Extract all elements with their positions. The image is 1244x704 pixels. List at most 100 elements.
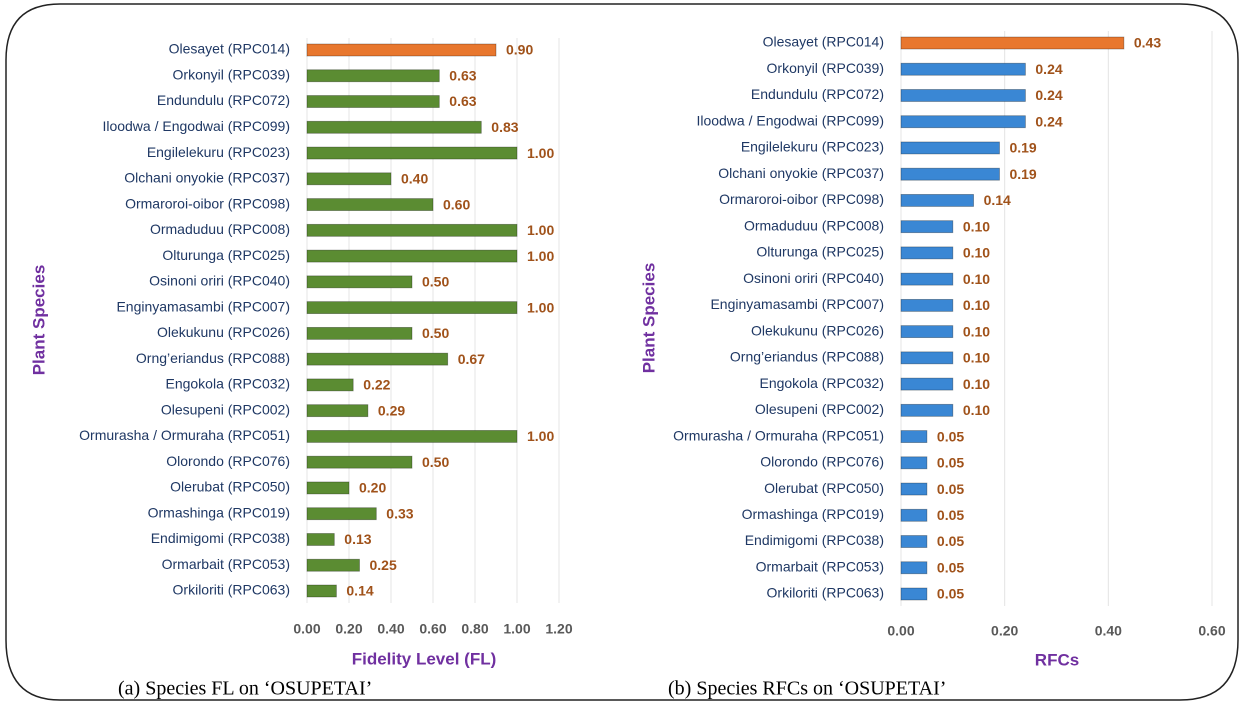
bar — [900, 561, 928, 575]
value-label: 0.90 — [506, 42, 533, 58]
value-label: 0.10 — [963, 271, 990, 287]
x-tick-label: 0.00 — [887, 623, 914, 639]
category-label: Engilelekuru (RPC023) — [147, 144, 290, 160]
bar — [900, 36, 1125, 50]
value-label: 0.20 — [359, 480, 386, 496]
bar — [306, 378, 354, 392]
bar — [900, 115, 1026, 129]
bar — [900, 246, 954, 260]
category-label: Olesayet (RPC014) — [763, 34, 884, 50]
bar — [306, 146, 518, 160]
category-label: Olekukunu (RPC026) — [157, 324, 290, 340]
category-label: Ormaduduu (RPC008) — [744, 217, 884, 233]
bar — [306, 172, 392, 186]
value-label: 0.05 — [937, 586, 964, 602]
x-tick-label: 0.20 — [335, 621, 362, 637]
value-label: 0.50 — [422, 274, 449, 290]
category-label: Ormaroroi-oibor (RPC098) — [125, 195, 290, 211]
bar — [306, 326, 413, 340]
bar — [900, 377, 954, 391]
value-label: 0.05 — [937, 428, 964, 444]
value-label: 0.24 — [1035, 113, 1062, 129]
value-label: 0.24 — [1035, 87, 1062, 103]
category-label: Osinoni oriri (RPC040) — [149, 273, 290, 289]
y-axis-title: Plant Species — [639, 263, 658, 374]
x-tick-label: 0.60 — [1198, 623, 1225, 639]
bar — [306, 584, 337, 598]
value-label: 1.00 — [527, 222, 554, 238]
value-label: 0.29 — [378, 402, 405, 418]
value-label: 0.10 — [963, 323, 990, 339]
category-label: Orkiloriti (RPC063) — [767, 585, 884, 601]
value-label: 0.13 — [344, 531, 371, 547]
category-label: Olerubat (RPC050) — [764, 480, 884, 496]
bar — [900, 141, 1000, 155]
x-tick-label: 0.20 — [991, 623, 1018, 639]
value-label: 0.19 — [1009, 140, 1036, 156]
value-label: 0.50 — [422, 325, 449, 341]
value-label: 0.05 — [937, 481, 964, 497]
value-label: 0.19 — [1009, 166, 1036, 182]
bar — [306, 69, 440, 83]
category-label: Olturunga (RPC025) — [756, 244, 884, 260]
value-label: 1.00 — [527, 248, 554, 264]
x-tick-label: 0.40 — [377, 621, 404, 637]
bar — [900, 298, 954, 312]
category-label: Olekukunu (RPC026) — [751, 322, 884, 338]
value-label: 0.25 — [370, 557, 397, 573]
y-axis-title: Plant Species — [29, 265, 48, 376]
bar — [306, 95, 440, 108]
category-label: Endundulu (RPC072) — [751, 86, 884, 102]
bar — [900, 220, 954, 234]
value-label: 0.10 — [963, 297, 990, 313]
value-label: 0.10 — [963, 376, 990, 392]
x-axis-title: RFCs — [1035, 650, 1079, 669]
x-tick-label: 0.40 — [1095, 623, 1122, 639]
bar — [306, 198, 434, 211]
category-label: Enginyamasambi (RPC007) — [710, 296, 884, 312]
bar — [306, 223, 518, 237]
caption: (b) Species RFCs on ‘OSUPETAI’ — [668, 678, 946, 700]
bar — [900, 325, 954, 339]
bar — [306, 249, 518, 263]
category-label: Orng’eriandus (RPC088) — [136, 350, 290, 366]
category-label: Orkonyil (RPC039) — [767, 60, 884, 76]
category-label: Endundulu (RPC072) — [157, 92, 290, 108]
value-label: 1.00 — [527, 299, 554, 315]
bar — [306, 430, 518, 443]
bar — [900, 535, 928, 548]
category-label: Olesupeni (RPC002) — [755, 401, 884, 417]
bar — [900, 167, 1000, 181]
x-axis-title: Fidelity Level (FL) — [352, 649, 497, 668]
category-label: Orkiloriti (RPC063) — [173, 582, 290, 598]
value-label: 0.10 — [963, 245, 990, 261]
bar — [306, 558, 360, 572]
bar — [306, 481, 350, 495]
value-label: 0.05 — [937, 533, 964, 549]
category-label: Iloodwa / Engodwai (RPC099) — [102, 118, 290, 134]
category-label: Enginyamasambi (RPC007) — [116, 298, 290, 314]
x-tick-label: 1.20 — [545, 621, 572, 637]
bar — [900, 351, 954, 365]
bar — [306, 533, 335, 546]
x-tick-label: 1.00 — [503, 621, 530, 637]
value-label: 0.10 — [963, 402, 990, 418]
category-label: Olesupeni (RPC002) — [161, 401, 290, 417]
category-label: Ormurasha / Ormuraha (RPC051) — [673, 427, 884, 443]
category-label: Osinoni oriri (RPC040) — [743, 270, 884, 286]
bar — [306, 120, 482, 134]
frame — [5, 3, 1239, 701]
value-label: 0.14 — [346, 583, 373, 599]
category-label: Ormarbait (RPC053) — [162, 556, 290, 572]
caption: (a) Species FL on ‘OSUPETAI’ — [118, 678, 372, 700]
value-label: 0.10 — [963, 218, 990, 234]
bar — [900, 62, 1026, 76]
category-label: Ormurasha / Ormuraha (RPC051) — [79, 427, 290, 443]
bar — [306, 507, 377, 521]
value-label: 0.67 — [458, 351, 485, 367]
category-label: Engilelekuru (RPC023) — [741, 139, 884, 155]
category-label: Endimigomi (RPC038) — [745, 532, 884, 548]
value-label: 0.14 — [984, 192, 1011, 208]
category-label: Olturunga (RPC025) — [162, 247, 290, 263]
category-label: Olorondo (RPC076) — [166, 453, 290, 469]
